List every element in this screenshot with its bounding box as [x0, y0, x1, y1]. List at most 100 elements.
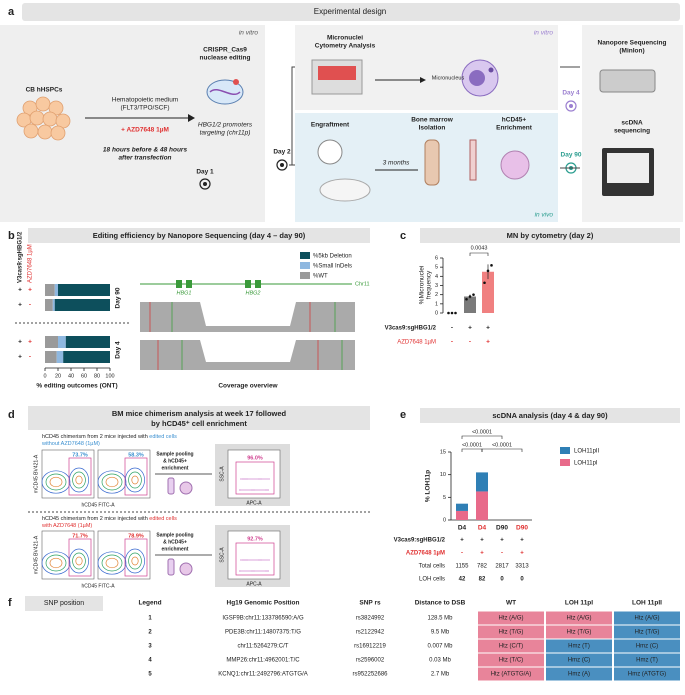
x-tick-label: 40 — [68, 373, 74, 379]
gate — [68, 538, 92, 577]
contour — [49, 557, 63, 569]
gate-percent: 71.7% — [72, 533, 88, 539]
coverage-track — [140, 302, 355, 332]
table-cell — [614, 653, 680, 667]
bar-segment — [52, 299, 55, 311]
label: - — [451, 339, 453, 346]
y-tick-label: 6 — [435, 255, 438, 261]
data-point — [483, 281, 486, 285]
event — [249, 570, 251, 572]
tube-icon — [167, 558, 175, 576]
event — [258, 478, 260, 480]
panel-label: e — [400, 409, 406, 421]
y-tick-label: 0 — [443, 517, 446, 523]
gate-percent: 58.3% — [128, 452, 144, 458]
label: mCD45 BV421-A — [33, 454, 39, 493]
label: CB hHSPCs — [26, 87, 63, 94]
label: + — [18, 354, 22, 361]
table-text: 1 — [148, 616, 152, 622]
exon — [186, 280, 192, 288]
label: 42 — [459, 577, 466, 583]
panel-header: SNP position — [44, 600, 84, 607]
event — [268, 478, 270, 480]
event — [265, 489, 267, 491]
contour — [128, 471, 142, 489]
contour — [128, 552, 142, 570]
table-cell — [478, 653, 544, 667]
table-text: 5 — [148, 672, 152, 678]
table-cell — [614, 667, 680, 681]
event — [243, 489, 245, 491]
event — [253, 489, 255, 491]
cytometer-icon — [311, 59, 363, 95]
event — [247, 570, 249, 572]
event — [240, 478, 242, 480]
table-text: Htz (C/T) — [499, 644, 523, 650]
contour — [101, 473, 123, 491]
event — [246, 478, 248, 480]
axis-label: %Micronuclei — [419, 266, 426, 305]
table-cell — [546, 639, 612, 653]
event — [246, 559, 248, 561]
table-text: IGSF9B:chr11:133786590:A/G — [222, 616, 304, 622]
table-cell — [478, 667, 544, 681]
table-cell — [478, 611, 544, 625]
label: (MinIon) — [619, 48, 644, 55]
header-bar — [22, 3, 680, 21]
gate-percent: 92.7% — [247, 536, 263, 542]
label: AZD7648 1µM — [397, 340, 436, 346]
event — [262, 559, 264, 561]
table-text: rs2122942 — [356, 630, 385, 636]
bar-segment — [63, 351, 110, 363]
data-point — [490, 264, 493, 267]
caption: hCD45 chimerism from 2 mice injected wit… — [41, 434, 177, 447]
column-header: Legend — [138, 600, 161, 607]
y-tick-label: 0 — [435, 310, 438, 316]
contour — [131, 475, 139, 485]
label: 0 — [520, 577, 524, 583]
label: hCD45 FITC-A — [81, 502, 115, 508]
label: 18 hours before & 48 hours — [103, 147, 188, 154]
column-header: LOH 11pI — [565, 600, 593, 607]
invivo-icons — [317, 139, 530, 202]
bar-segment — [56, 351, 64, 363]
panel-header: BM mice chimerism analysis at week 17 fo… — [112, 409, 287, 418]
x-tick-label: D90 — [496, 525, 508, 532]
label: CRISPR_Cas9 — [203, 47, 247, 54]
legend-label: %WT — [313, 274, 328, 280]
bar — [464, 296, 476, 313]
bar-segment — [54, 299, 110, 311]
event — [248, 559, 250, 561]
event — [248, 478, 250, 480]
label: hCD45 FITC-A — [81, 583, 115, 589]
label: Coverage overview — [218, 383, 278, 390]
table-cell — [614, 639, 680, 653]
event — [251, 489, 253, 491]
bar-segment — [456, 503, 468, 511]
panel-label: f — [8, 597, 12, 609]
contour — [125, 467, 145, 493]
annotation: 0.0043 — [471, 245, 488, 251]
contour — [69, 467, 89, 493]
contour — [72, 471, 86, 489]
contour — [41, 551, 71, 575]
contour — [101, 554, 123, 572]
contour — [45, 554, 67, 572]
data-point — [468, 295, 472, 298]
event — [257, 489, 259, 491]
table-text: MMP26:chr11:4962001:T/C — [226, 658, 300, 664]
label: enrichment — [162, 465, 189, 471]
event — [265, 570, 267, 572]
event — [242, 559, 244, 561]
legend-swatch — [560, 447, 570, 454]
column-header: Distance to DSB — [415, 600, 466, 607]
gate — [124, 457, 148, 496]
event — [262, 478, 264, 480]
event — [255, 570, 257, 572]
caption-part: edited cells — [149, 516, 177, 522]
event — [240, 559, 242, 561]
legend-label: %Small InDels — [313, 264, 352, 270]
table-text: 128.5 Mb — [427, 616, 453, 622]
label: Hematopoietic medium — [112, 97, 178, 104]
contour — [75, 475, 83, 485]
